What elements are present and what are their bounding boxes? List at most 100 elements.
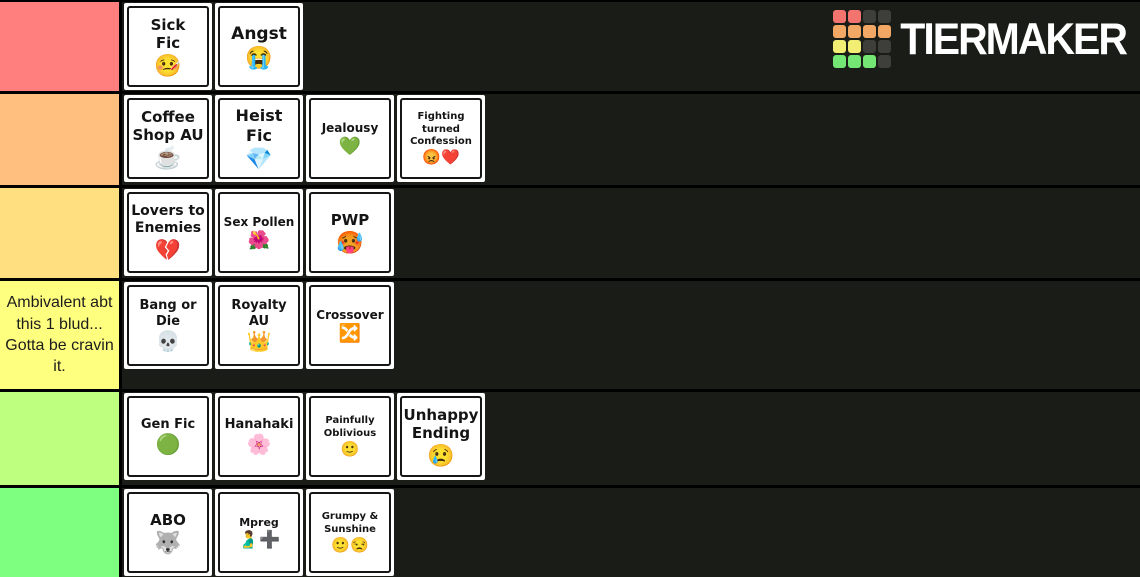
tier-label-3[interactable]: [0, 188, 122, 278]
tier-items-1: Sick Fic 🤒 Angst 😭: [122, 2, 1140, 91]
slightly-smiling-emoji: 🙂: [340, 440, 360, 458]
shuffle-emoji: 🔀: [338, 323, 362, 344]
logo-grid-cell-green: [848, 55, 862, 68]
logo-grid-cell-dark: [863, 10, 877, 23]
tier-item-title: Hanahaki: [224, 417, 294, 433]
tier-item-sick-fic[interactable]: Sick Fic 🤒: [124, 3, 212, 90]
tier-item-frame: Fighting turned Confession 😡❤️: [400, 98, 482, 179]
tier-item-angst[interactable]: Angst 😭: [215, 3, 303, 90]
tier-item-frame: Painfully Oblivious 🙂: [309, 396, 391, 477]
logo-grid-cell-orange: [863, 25, 877, 38]
loudly-crying-emoji: 😭: [245, 45, 273, 71]
tier-row-2: Coffee Shop AU ☕ Heist Fic 💎 Jealousy 💚 Fighti…: [0, 94, 1140, 188]
tier-item-fighting-turned-confession[interactable]: Fighting turned Confession 😡❤️: [397, 95, 485, 182]
logo-grid-cell-dark: [863, 40, 877, 53]
logo-grid-cell-red: [833, 10, 847, 23]
tier-item-title: Gen Fic: [140, 417, 196, 433]
tier-item-title: Painfully Oblivious: [323, 415, 377, 439]
skull-emoji: 💀: [155, 330, 181, 353]
logo-grid-cell-orange: [848, 25, 862, 38]
tier-item-pwp[interactable]: PWP 🥵: [306, 189, 394, 276]
logo-grid-cell-green: [833, 55, 847, 68]
tier-item-bang-or-die[interactable]: Bang or Die 💀: [124, 282, 212, 369]
tier-item-heist-fic[interactable]: Heist Fic 💎: [215, 95, 303, 182]
coffee-emoji: ☕: [154, 145, 182, 171]
tier-items-5: Gen Fic 🟢 Hanahaki 🌸 Painfully Oblivious 🙂 Unh…: [122, 392, 1140, 485]
tier-item-frame: Grumpy & Sunshine 🙂😒: [309, 492, 391, 573]
tier-item-frame: Bang or Die 💀: [127, 285, 209, 366]
tier-item-grumpy-sunshine[interactable]: Grumpy & Sunshine 🙂😒: [306, 489, 394, 576]
pregnant-man-plus-emoji: 🫃➕: [237, 530, 281, 550]
tier-item-royalty-au[interactable]: Royalty AU 👑: [215, 282, 303, 369]
tier-label-5[interactable]: [0, 392, 122, 485]
tier-item-sex-pollen[interactable]: Sex Pollen 🌺: [215, 189, 303, 276]
tiermaker-logo-grid-icon: [833, 10, 892, 68]
tier-item-painfully-oblivious[interactable]: Painfully Oblivious 🙂: [306, 393, 394, 480]
tier-item-frame: Mpreg 🫃➕: [218, 492, 300, 573]
tier-label-1[interactable]: [0, 2, 122, 91]
logo-grid-cell-orange: [878, 25, 892, 38]
tiermaker-logo: TIERMAKER: [833, 10, 1128, 68]
logo-grid-cell-orange: [833, 25, 847, 38]
tier-item-mpreg[interactable]: Mpreg 🫃➕: [215, 489, 303, 576]
tier-item-frame: PWP 🥵: [309, 192, 391, 273]
tier-item-title: ABO: [150, 510, 186, 529]
tier-label-6[interactable]: [0, 488, 122, 577]
logo-grid-cell-dark: [878, 10, 892, 23]
tier-item-title: Bang or Die: [139, 298, 197, 329]
tier-item-frame: Sick Fic 🤒: [127, 6, 209, 87]
hibiscus-emoji: 🌺: [247, 230, 271, 251]
tier-item-frame: Gen Fic 🟢: [127, 396, 209, 477]
grumpy-sunshine-emoji: 🙂😒: [331, 536, 369, 554]
tier-label-4[interactable]: Ambivalent abt this 1 blud... Gotta be c…: [0, 281, 122, 389]
tier-item-crossover[interactable]: Crossover 🔀: [306, 282, 394, 369]
green-circle-emoji: 🟢: [155, 433, 181, 456]
tier-items-4: Bang or Die 💀 Royalty AU 👑 Crossover 🔀: [122, 281, 1140, 389]
logo-grid-cell-dark: [878, 55, 892, 68]
tier-row-4: Ambivalent abt this 1 blud... Gotta be c…: [0, 281, 1140, 392]
tier-item-frame: Hanahaki 🌸: [218, 396, 300, 477]
cherry-blossom-emoji: 🌸: [246, 433, 272, 456]
tier-item-unhappy-ending[interactable]: Unhappy Ending 😢: [397, 393, 485, 480]
tier-item-abo[interactable]: ABO 🐺: [124, 489, 212, 576]
tier-item-frame: Heist Fic 💎: [218, 98, 300, 179]
tier-item-hanahaki[interactable]: Hanahaki 🌸: [215, 393, 303, 480]
tier-item-frame: Lovers to Enemies 💔: [127, 192, 209, 273]
tier-row-6: ABO 🐺 Mpreg 🫃➕ Grumpy & Sunshine 🙂😒: [0, 488, 1140, 577]
tier-item-frame: Unhappy Ending 😢: [400, 396, 482, 477]
tier-item-coffee-shop-au[interactable]: Coffee Shop AU ☕: [124, 95, 212, 182]
tier-row-5: Gen Fic 🟢 Hanahaki 🌸 Painfully Oblivious 🙂 Unh…: [0, 392, 1140, 488]
tier-item-frame: Crossover 🔀: [309, 285, 391, 366]
tier-item-frame: Jealousy 💚: [309, 98, 391, 179]
tier-item-title: Sex Pollen: [223, 214, 295, 229]
tier-item-lovers-to-enemies[interactable]: Lovers to Enemies 💔: [124, 189, 212, 276]
tier-item-title: Coffee Shop AU: [132, 107, 204, 144]
logo-grid-cell-red: [848, 10, 862, 23]
tier-item-title: Unhappy Ending: [403, 405, 479, 442]
wolf-emoji: 🐺: [154, 530, 182, 556]
tier-item-frame: Royalty AU 👑: [218, 285, 300, 366]
tier-item-title: Royalty AU: [231, 298, 287, 329]
logo-grid-cell-dark: [878, 40, 892, 53]
tier-item-jealousy[interactable]: Jealousy 💚: [306, 95, 394, 182]
tier-item-title: Jealousy: [321, 120, 379, 135]
logo-grid-cell-green: [863, 55, 877, 68]
tier-row-3: Lovers to Enemies 💔 Sex Pollen 🌺 PWP 🥵: [0, 188, 1140, 281]
tier-item-frame: Sex Pollen 🌺: [218, 192, 300, 273]
tier-item-title: Fighting turned Confession: [410, 111, 472, 147]
tier-item-title: Mpreg: [239, 515, 279, 529]
logo-grid-cell-yellow: [833, 40, 847, 53]
logo-grid-cell-yellow: [848, 40, 862, 53]
tier-item-title: Heist Fic: [235, 106, 283, 145]
tier-item-title: Grumpy & Sunshine: [321, 511, 379, 535]
crown-emoji: 👑: [246, 330, 272, 353]
tier-item-gen-fic[interactable]: Gen Fic 🟢: [124, 393, 212, 480]
tier-item-frame: ABO 🐺: [127, 492, 209, 573]
face-with-thermometer-emoji: 🤒: [154, 53, 182, 79]
tier-items-2: Coffee Shop AU ☕ Heist Fic 💎 Jealousy 💚 Fighti…: [122, 94, 1140, 185]
tier-label-2[interactable]: [0, 94, 122, 185]
angry-face-red-heart-emoji: 😡❤️: [422, 148, 460, 166]
tier-items-3: Lovers to Enemies 💔 Sex Pollen 🌺 PWP 🥵: [122, 188, 1140, 278]
